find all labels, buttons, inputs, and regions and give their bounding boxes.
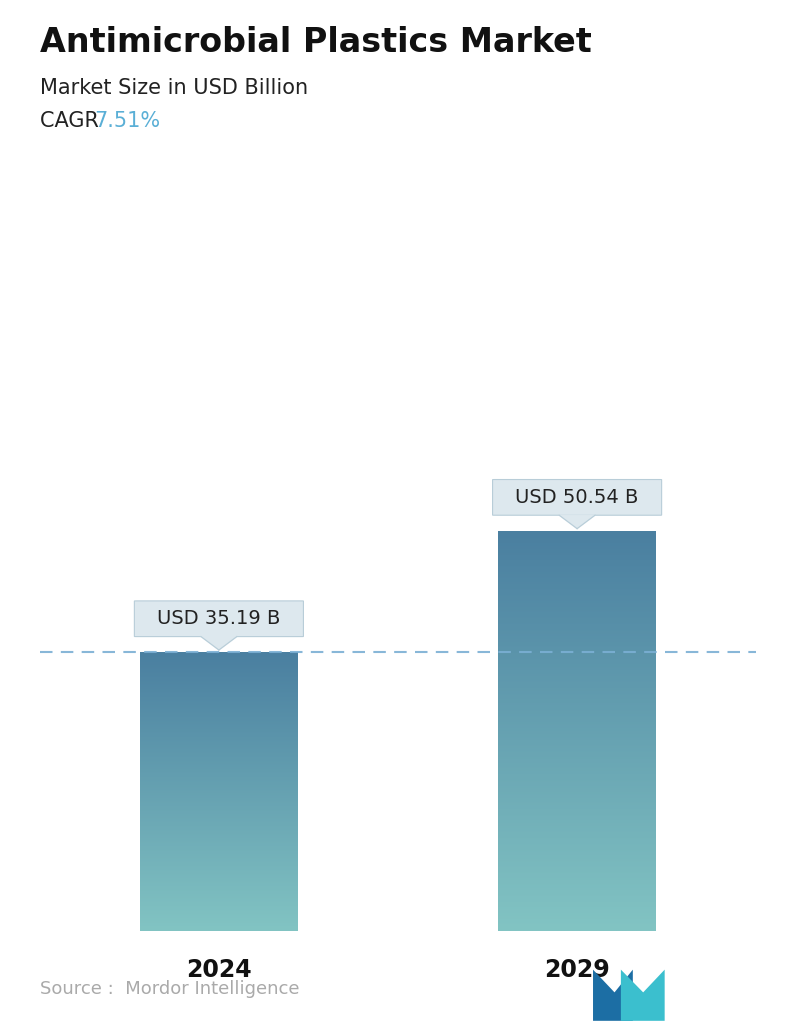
Polygon shape: [560, 515, 595, 528]
Text: Antimicrobial Plastics Market: Antimicrobial Plastics Market: [40, 26, 591, 59]
Polygon shape: [201, 637, 237, 650]
FancyBboxPatch shape: [135, 601, 303, 637]
Text: 2024: 2024: [186, 959, 252, 982]
Polygon shape: [621, 970, 665, 1021]
Text: CAGR: CAGR: [40, 111, 105, 130]
Text: Source :  Mordor Intelligence: Source : Mordor Intelligence: [40, 980, 299, 998]
Polygon shape: [593, 970, 633, 1021]
Text: USD 50.54 B: USD 50.54 B: [516, 488, 638, 507]
FancyBboxPatch shape: [493, 480, 661, 515]
Text: USD 35.19 B: USD 35.19 B: [158, 609, 280, 629]
Text: 2029: 2029: [544, 959, 610, 982]
Text: 7.51%: 7.51%: [94, 111, 160, 130]
Text: Market Size in USD Billion: Market Size in USD Billion: [40, 78, 308, 97]
